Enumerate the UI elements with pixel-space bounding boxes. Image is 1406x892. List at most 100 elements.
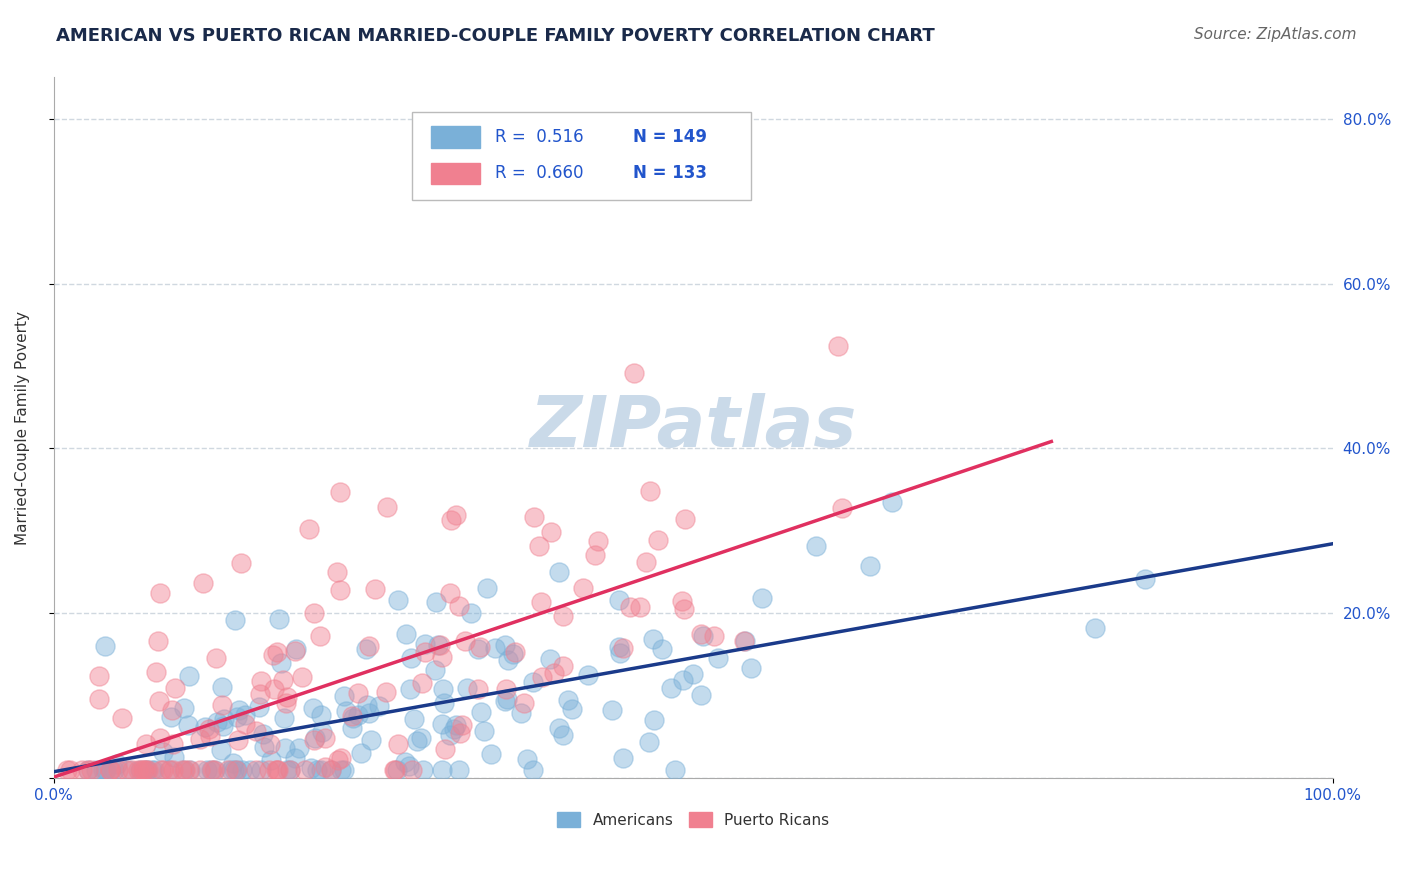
Point: [87, 692, 110, 706]
Point: [412, 763, 434, 777]
Point: [329, 763, 352, 777]
Point: [329, 582, 352, 597]
Point: [439, 728, 461, 742]
Point: [56, 763, 79, 777]
Point: [572, 581, 595, 595]
Point: [647, 533, 669, 548]
Point: [401, 763, 423, 777]
Point: [135, 737, 157, 751]
Point: [233, 708, 256, 723]
Point: [382, 763, 405, 777]
Point: [267, 612, 290, 626]
Point: [205, 650, 228, 665]
Point: [284, 750, 307, 764]
Point: [294, 763, 316, 777]
Point: [70, 763, 93, 777]
Point: [188, 732, 211, 747]
Point: [357, 706, 380, 720]
Point: [98, 763, 121, 777]
Point: [494, 694, 516, 708]
Point: [105, 756, 128, 771]
Point: [432, 763, 454, 777]
Point: [149, 731, 172, 746]
Point: [882, 495, 904, 509]
Point: [91, 763, 114, 777]
Point: [231, 763, 253, 777]
Point: [225, 710, 247, 724]
Point: [444, 508, 467, 522]
Point: [395, 627, 418, 641]
Point: [245, 723, 267, 738]
Point: [217, 763, 239, 777]
Point: [1133, 572, 1156, 586]
Point: [160, 710, 183, 724]
Point: [143, 763, 166, 777]
Point: [612, 640, 634, 655]
Point: [359, 639, 381, 653]
Point: [173, 763, 195, 777]
Point: [278, 763, 301, 777]
Point: [634, 556, 657, 570]
Point: [135, 763, 157, 777]
Point: [449, 599, 471, 614]
Point: [266, 763, 288, 777]
Point: [193, 576, 215, 591]
Point: [529, 539, 551, 553]
Point: [557, 693, 579, 707]
Point: [225, 763, 247, 777]
Point: [274, 696, 297, 710]
Point: [522, 763, 544, 777]
Point: [450, 718, 472, 732]
Point: [733, 633, 755, 648]
Point: [163, 750, 186, 764]
Point: [299, 761, 322, 775]
Point: [547, 722, 569, 736]
Point: [148, 693, 170, 707]
Point: [94, 763, 117, 777]
Point: [1084, 621, 1107, 635]
Point: [224, 613, 246, 627]
Text: AMERICAN VS PUERTO RICAN MARRIED-COUPLE FAMILY POVERTY CORRELATION CHART: AMERICAN VS PUERTO RICAN MARRIED-COUPLE …: [56, 27, 935, 45]
Point: [204, 763, 226, 777]
Point: [136, 763, 159, 777]
Point: [367, 698, 389, 713]
Point: [211, 698, 233, 712]
Point: [247, 699, 270, 714]
Point: [516, 752, 538, 766]
Point: [329, 484, 352, 499]
Point: [628, 599, 651, 614]
Point: [136, 763, 159, 777]
Point: [364, 582, 387, 596]
Point: [734, 633, 756, 648]
Point: [177, 669, 200, 683]
Point: [319, 763, 342, 777]
Point: [619, 600, 641, 615]
Point: [311, 708, 333, 723]
Point: [399, 651, 422, 665]
Point: [394, 755, 416, 769]
Point: [94, 639, 117, 653]
Point: [309, 629, 332, 643]
Point: [425, 594, 447, 608]
Point: [304, 731, 326, 745]
Point: [291, 669, 314, 683]
Point: [470, 706, 492, 720]
Point: [360, 732, 382, 747]
Point: [252, 727, 274, 741]
Point: [411, 731, 433, 746]
Point: [342, 722, 364, 736]
Point: [346, 686, 368, 700]
Point: [134, 763, 156, 777]
Bar: [432, 127, 479, 147]
Point: [219, 763, 242, 777]
Point: [692, 629, 714, 643]
Point: [374, 684, 396, 698]
Point: [350, 746, 373, 760]
Text: R =  0.516: R = 0.516: [495, 128, 583, 146]
Point: [212, 719, 235, 733]
Point: [87, 669, 110, 683]
Point: [319, 763, 342, 777]
Point: [496, 692, 519, 706]
Point: [740, 661, 762, 675]
Point: [304, 606, 326, 620]
